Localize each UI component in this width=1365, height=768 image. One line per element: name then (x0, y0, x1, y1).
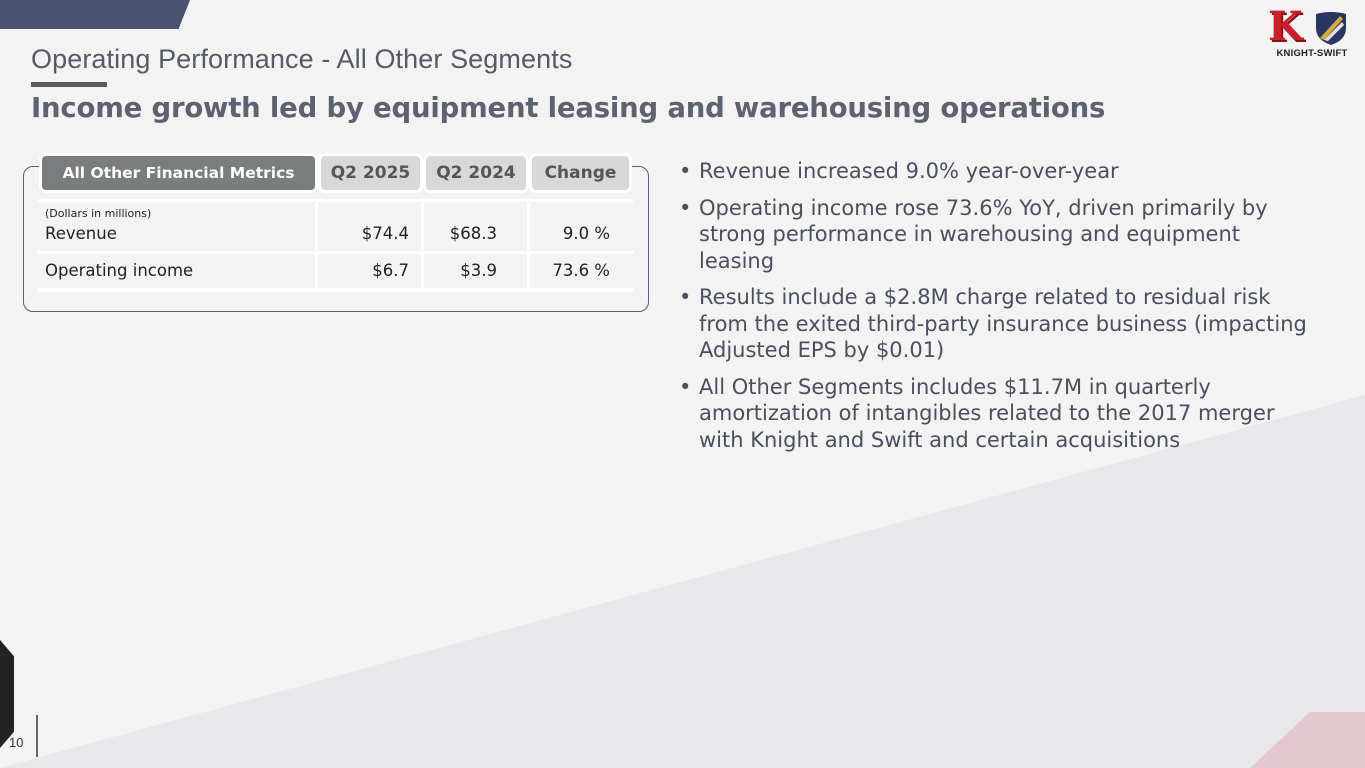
bullet-item: All Other Segments includes $11.7M in qu… (679, 374, 1319, 454)
top-accent-band (0, 0, 190, 29)
header-q2-2025: Q2 2025 (318, 153, 423, 193)
header-change: Change (529, 153, 632, 193)
cell-q2-2025: $6.7 (318, 254, 424, 291)
row-label: Revenue (45, 224, 117, 243)
cell-q2-2024: $3.9 (424, 254, 530, 291)
header-q2-2024: Q2 2024 (423, 153, 529, 193)
cell-q2-2024: $68.3 (424, 202, 530, 254)
units-note: (Dollars in millions) (45, 207, 152, 220)
table-row: (Dollars in millions) Revenue $74.4 $68.… (37, 202, 634, 254)
cell-q2-2025: $74.4 (318, 202, 424, 254)
bullet-item: Revenue increased 9.0% year-over-year (679, 158, 1319, 185)
title-underline (31, 82, 107, 87)
table-row: Operating income $6.7 $3.9 73.6 % (37, 254, 634, 291)
headline: Income growth led by equipment leasing a… (31, 92, 1106, 124)
page-divider (36, 715, 38, 757)
section-title: Operating Performance - All Other Segmen… (31, 44, 573, 74)
header-financial-metrics: All Other Financial Metrics (39, 153, 318, 193)
bullet-list: Revenue increased 9.0% year-over-year Op… (679, 158, 1319, 463)
row-label-cell: (Dollars in millions) Revenue (37, 202, 318, 254)
logo-wordmark: KNIGHT-SWIFT (1276, 48, 1348, 59)
knight-k-logo-icon: K (1268, 3, 1303, 50)
swift-shield-icon (1316, 12, 1346, 45)
row-label: Operating income (37, 254, 318, 291)
bullet-item: Operating income rose 73.6% YoY, driven … (679, 195, 1319, 275)
cell-change: 9.0 % (530, 202, 634, 254)
page-number: 10 (9, 735, 24, 750)
left-edge-accent (0, 640, 14, 748)
cell-change: 73.6 % (530, 254, 634, 291)
financial-metrics-table: (Dollars in millions) Revenue $74.4 $68.… (37, 199, 634, 292)
knight-swift-logo: K KNIGHT-SWIFT (1262, 6, 1362, 62)
bullet-item: Results include a $2.8M charge related t… (679, 284, 1319, 364)
